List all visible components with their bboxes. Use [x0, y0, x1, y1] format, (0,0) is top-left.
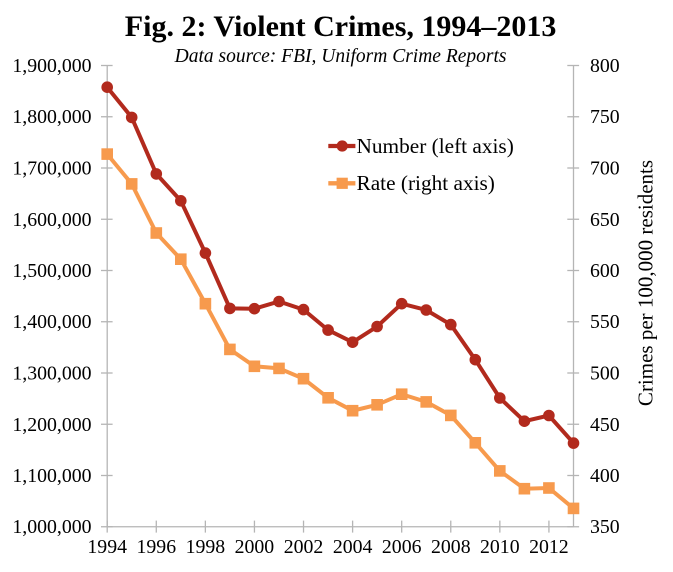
svg-text:Data source: FBI, Uniform Crim: Data source: FBI, Uniform Crime Reports — [174, 46, 507, 67]
svg-text:600: 600 — [590, 260, 620, 282]
svg-text:1,700,000: 1,700,000 — [12, 158, 91, 180]
svg-text:2002: 2002 — [284, 536, 324, 558]
svg-text:1994: 1994 — [87, 536, 127, 558]
svg-text:Rate (right axis): Rate (right axis) — [357, 171, 495, 195]
svg-text:1,800,000: 1,800,000 — [12, 106, 91, 128]
svg-text:800: 800 — [590, 55, 620, 77]
svg-text:1,900,000: 1,900,000 — [12, 55, 91, 77]
svg-text:1998: 1998 — [186, 536, 226, 558]
svg-text:350: 350 — [590, 516, 620, 538]
svg-text:550: 550 — [590, 311, 620, 333]
svg-text:Fig. 2: Violent Crimes, 1994–2: Fig. 2: Violent Crimes, 1994–2013 — [125, 10, 557, 43]
svg-text:400: 400 — [590, 465, 620, 487]
svg-text:Crimes per 100,000 residents: Crimes per 100,000 residents — [634, 160, 658, 406]
svg-text:1996: 1996 — [137, 536, 177, 558]
svg-text:1,600,000: 1,600,000 — [12, 209, 91, 231]
svg-text:2008: 2008 — [431, 536, 471, 558]
svg-text:750: 750 — [590, 106, 620, 128]
svg-text:450: 450 — [590, 414, 620, 436]
svg-text:2000: 2000 — [235, 536, 275, 558]
svg-text:1,400,000: 1,400,000 — [12, 311, 91, 333]
svg-text:1,300,000: 1,300,000 — [12, 363, 91, 385]
svg-text:2004: 2004 — [333, 536, 373, 558]
svg-text:650: 650 — [590, 209, 620, 231]
svg-text:2012: 2012 — [529, 536, 569, 558]
svg-text:Number (left axis): Number (left axis) — [357, 134, 514, 158]
svg-text:1,000,000: 1,000,000 — [12, 516, 91, 538]
svg-text:2010: 2010 — [480, 536, 520, 558]
svg-text:2006: 2006 — [382, 536, 422, 558]
svg-text:1,100,000: 1,100,000 — [12, 465, 91, 487]
svg-text:700: 700 — [590, 158, 620, 180]
svg-text:1,500,000: 1,500,000 — [12, 260, 91, 282]
svg-text:500: 500 — [590, 363, 620, 385]
svg-text:1,200,000: 1,200,000 — [12, 414, 91, 436]
